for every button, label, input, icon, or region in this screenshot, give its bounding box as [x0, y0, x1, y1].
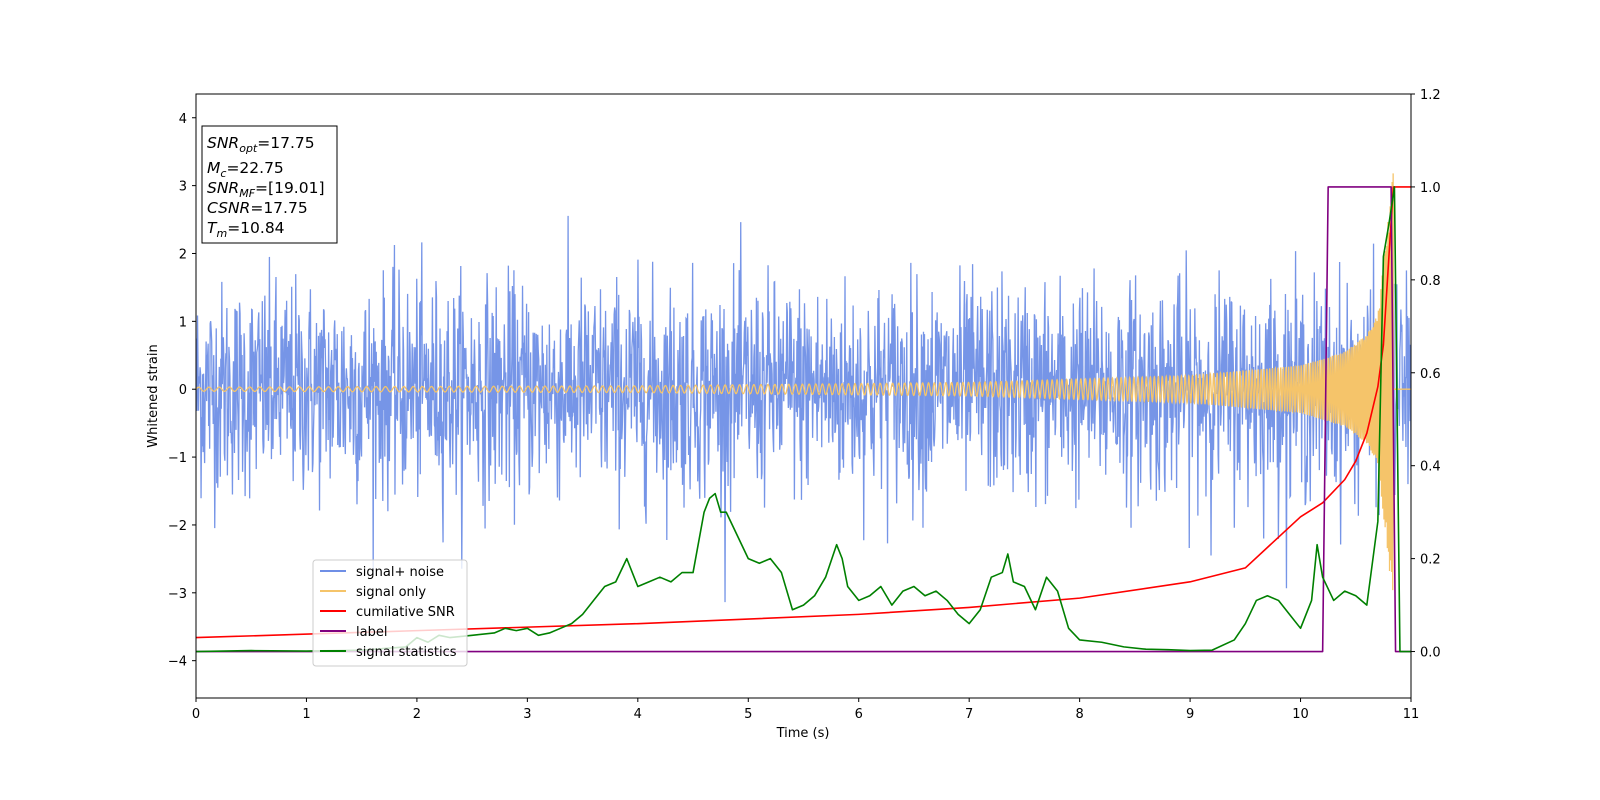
series-signal-noise [196, 215, 1411, 603]
x-tick-label: 1 [302, 707, 310, 722]
axes-layer: 0 1 2 3 4 5 6 7 8 9 10 11 −4 −3 −2 −1 0 1 2 3 4 0.0 0.2 0.4 0.6 0… [168, 88, 1441, 722]
info-merger-time: Tm=10.84 [207, 219, 285, 240]
y-left-tick-label: −2 [168, 519, 187, 534]
x-axis-title: Time (s) [776, 726, 830, 741]
legend-label-signal-only: signal only [356, 585, 426, 600]
y-right-tick-label: 0.6 [1420, 367, 1441, 382]
info-snr-mf: SNRMF=[19.01] [207, 179, 325, 200]
x-tick-label: 6 [855, 707, 863, 722]
y-left-tick-label: −1 [168, 451, 187, 466]
series-layer [196, 173, 1411, 653]
y-right-tick-label: 0.2 [1420, 553, 1441, 568]
legend-label-label: label [356, 625, 387, 640]
y-left-tick-label: 1 [179, 315, 187, 330]
y-right-tick-label: 1.0 [1420, 181, 1441, 196]
series-signal-only [196, 173, 1411, 591]
series-cumulative-snr [196, 186, 1411, 639]
legend-label-cumulative-snr: cumilative SNR [356, 605, 455, 620]
x-tick-label: 4 [634, 707, 642, 722]
plot-frame [195, 93, 1412, 699]
info-box-frame [201, 125, 338, 244]
series-label [196, 186, 1411, 653]
info-snr-opt: SNRopt=17.75 [207, 134, 315, 155]
x-tick-label: 5 [744, 707, 752, 722]
series-signal-statistics [196, 186, 1411, 653]
legend-label-signal-noise: signal+ noise [356, 565, 444, 580]
y-right-tick-label: 1.2 [1420, 88, 1441, 103]
x-tick-label: 8 [1075, 707, 1083, 722]
y-right-tick-label: 0.0 [1420, 646, 1441, 661]
y-left-tick-label: −3 [168, 587, 187, 602]
info-chirp-mass: Mc=22.75 [207, 159, 284, 180]
legend: signal+ noise signal only cumilative SNR… [312, 559, 468, 667]
x-tick-label: 9 [1186, 707, 1194, 722]
y-left-tick-label: 0 [179, 383, 187, 398]
info-csnr: CSNR=17.75 [207, 199, 308, 217]
y-left-tick-label: 4 [179, 112, 187, 127]
y-right-tick-label: 0.8 [1420, 274, 1441, 289]
legend-label-signal-statistics: signal statistics [356, 645, 457, 660]
x-tick-label: 7 [965, 707, 973, 722]
x-tick-label: 10 [1292, 707, 1309, 722]
y-left-tick-label: 2 [179, 247, 187, 262]
x-tick-label: 2 [413, 707, 421, 722]
x-tick-label: 3 [523, 707, 531, 722]
y-left-tick-label: 3 [179, 180, 187, 195]
x-tick-label: 11 [1403, 707, 1420, 722]
y-axis-title: Whitened strain [146, 344, 161, 447]
info-box: SNRopt=17.75 Mc=22.75 SNRMF=[19.01] CSNR… [201, 125, 338, 244]
legend-frame [312, 559, 468, 667]
y-left-tick-label: −4 [168, 655, 187, 670]
x-tick-label: 0 [192, 707, 200, 722]
y-right-tick-label: 0.4 [1420, 460, 1441, 475]
